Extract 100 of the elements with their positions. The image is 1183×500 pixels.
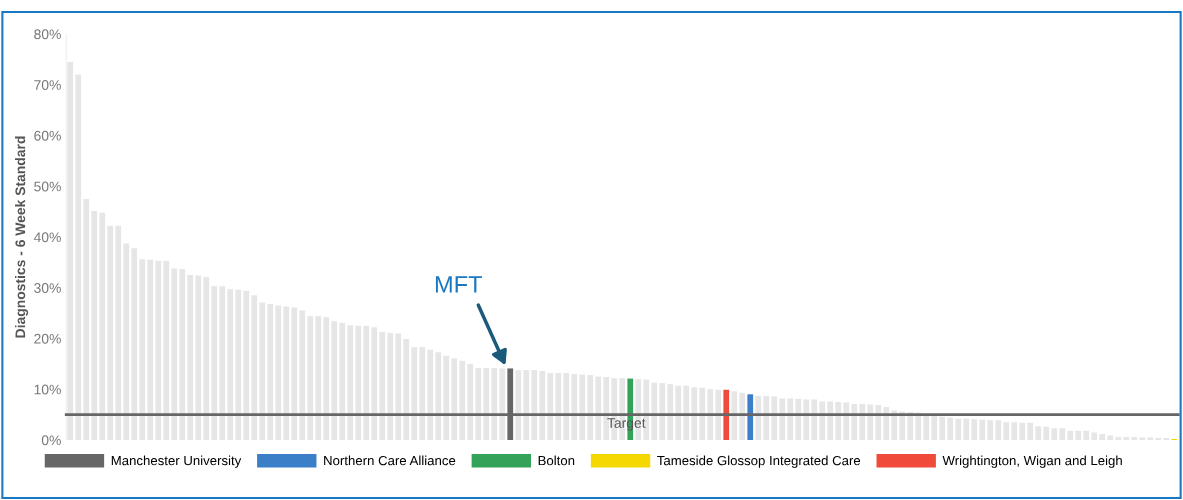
bar <box>587 375 594 440</box>
bar <box>283 306 290 440</box>
bar <box>779 398 786 440</box>
bar <box>667 384 674 440</box>
bar <box>971 419 978 440</box>
bar <box>571 374 578 440</box>
bar <box>211 286 218 440</box>
bar <box>699 387 706 440</box>
bar <box>227 289 234 440</box>
bar <box>987 420 994 440</box>
bar <box>179 268 186 440</box>
bar <box>755 395 762 440</box>
bar <box>1011 422 1018 440</box>
bar <box>819 401 826 440</box>
bar <box>499 368 506 440</box>
bar <box>659 383 666 440</box>
bar <box>963 418 970 440</box>
bar <box>147 259 154 440</box>
bar <box>595 376 602 440</box>
bar <box>371 327 378 440</box>
bar <box>171 268 178 440</box>
bar <box>411 347 418 440</box>
bar <box>811 399 818 440</box>
bar <box>427 349 434 440</box>
bar <box>347 325 354 440</box>
bar <box>523 369 530 440</box>
bar <box>339 322 346 440</box>
bar <box>75 74 82 440</box>
bar <box>459 360 466 440</box>
y-tick-label: 50% <box>34 181 61 192</box>
bar <box>547 373 554 440</box>
bar <box>1083 430 1090 440</box>
bar <box>219 286 226 440</box>
bar <box>131 248 138 440</box>
bar <box>323 317 330 440</box>
bar <box>763 395 770 440</box>
bar <box>363 325 370 440</box>
bar <box>683 385 690 440</box>
bar <box>723 389 730 440</box>
bar <box>291 307 298 440</box>
bar <box>387 332 394 440</box>
y-tick-label: 70% <box>34 80 61 90</box>
legend-label: Wrightington, Wigan and Leigh <box>942 455 1122 468</box>
bar <box>859 403 866 440</box>
bar <box>163 260 170 440</box>
bar <box>675 385 682 440</box>
bar <box>515 369 522 440</box>
bar <box>187 275 194 440</box>
bar <box>555 373 562 440</box>
bar <box>259 302 266 440</box>
bar <box>947 417 954 440</box>
bar <box>803 399 810 440</box>
bar <box>99 212 106 440</box>
bar <box>651 382 658 440</box>
bar <box>875 404 882 440</box>
bar <box>795 398 802 440</box>
bar <box>315 316 322 440</box>
y-axis-title: Diagnostics - 6 Week Standard <box>15 136 29 338</box>
legend-label: Manchester University <box>111 455 242 468</box>
bar <box>451 358 458 440</box>
bar <box>483 367 490 440</box>
bar <box>395 333 402 440</box>
bar <box>355 325 362 440</box>
bar <box>419 347 426 440</box>
bar <box>731 391 738 440</box>
bar <box>235 289 242 440</box>
bar <box>1107 435 1114 440</box>
bar <box>939 416 946 440</box>
bar <box>331 321 338 440</box>
bar <box>531 369 538 440</box>
bar <box>1035 426 1042 440</box>
bar <box>107 225 114 440</box>
bar <box>1099 433 1106 440</box>
bar <box>83 198 90 440</box>
legend-label: Bolton <box>538 455 575 466</box>
bar <box>923 416 930 440</box>
bar <box>475 367 482 440</box>
bar <box>123 243 130 440</box>
y-tick-label: 40% <box>33 232 61 243</box>
bar <box>931 416 938 440</box>
bar <box>1003 422 1010 440</box>
bar <box>491 367 498 440</box>
bar <box>715 389 722 440</box>
bar <box>139 259 146 440</box>
y-tick-label: 30% <box>34 283 61 293</box>
bar <box>403 339 410 440</box>
bar <box>1043 426 1050 440</box>
bar <box>955 418 962 440</box>
bar <box>1059 428 1066 440</box>
bar <box>787 398 794 440</box>
y-tick-label: 0% <box>41 435 61 446</box>
bar <box>115 225 122 440</box>
bar <box>467 363 474 440</box>
bar <box>243 290 250 440</box>
bar <box>579 374 586 440</box>
bar <box>155 260 162 440</box>
bar <box>539 370 546 440</box>
annotation: MFT <box>435 276 482 293</box>
bar <box>691 387 698 440</box>
bar <box>851 403 858 440</box>
